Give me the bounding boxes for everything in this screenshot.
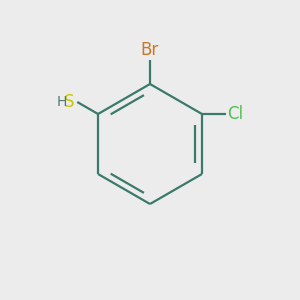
Text: Cl: Cl bbox=[227, 105, 244, 123]
Text: Br: Br bbox=[141, 40, 159, 58]
Text: S: S bbox=[64, 93, 75, 111]
Text: H: H bbox=[56, 95, 67, 109]
